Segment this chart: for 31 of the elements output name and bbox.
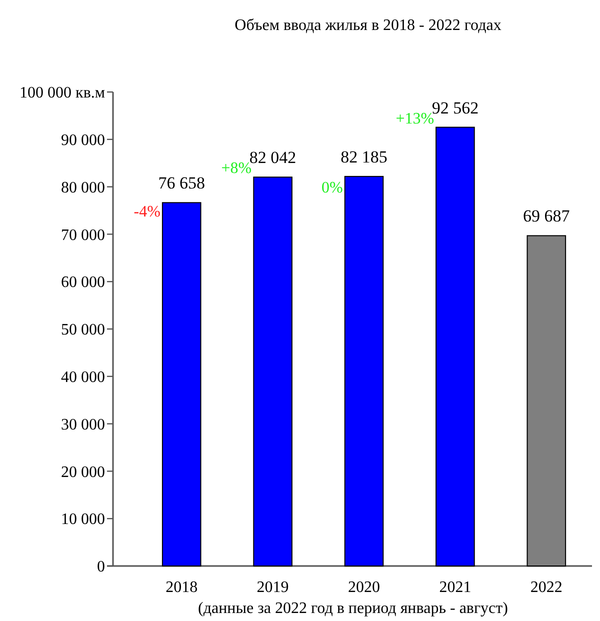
y-tick-label: 60 000: [61, 274, 105, 292]
bar: [344, 176, 384, 566]
y-tick-label: 0: [97, 558, 105, 576]
data-label: 69 687: [523, 206, 570, 226]
x-tick-label: 2019: [256, 579, 289, 596]
y-tick-label: 70 000: [61, 226, 105, 244]
x-tick-label: 2020: [348, 579, 380, 596]
annotation: 0%: [322, 179, 343, 196]
bar: [253, 176, 292, 566]
data-label: 92 562: [432, 98, 479, 118]
y-tick-label: 50 000: [61, 322, 105, 339]
data-label: 82 042: [249, 148, 296, 168]
x-tick-label: 2018: [166, 579, 198, 596]
y-tick-label: 30 000: [61, 416, 105, 434]
data-label: 82 185: [340, 147, 388, 166]
y-tick-label: 90 000: [61, 132, 105, 149]
y-tick-label: 100 000 кв.м: [20, 84, 105, 102]
annotation: +13%: [396, 110, 434, 128]
y-tick-label: 40 000: [61, 369, 105, 386]
data-label: 76 658: [158, 174, 205, 193]
chart-title: Объем ввода жилья в 2018 - 2022 годах: [234, 17, 502, 34]
y-tick-label: 10 000: [61, 511, 105, 528]
bar: [436, 126, 475, 566]
bar: [162, 202, 202, 566]
y-tick-label: 80 000: [61, 179, 105, 196]
bar: [526, 235, 566, 566]
x-tick-label: 2021: [439, 579, 472, 596]
annotation: -4%: [134, 204, 160, 221]
y-tick-label: 20 000: [61, 464, 105, 481]
x-tick-label: 2022: [530, 579, 562, 596]
text: (данные за 2022 год в период январь - август): [198, 600, 508, 617]
